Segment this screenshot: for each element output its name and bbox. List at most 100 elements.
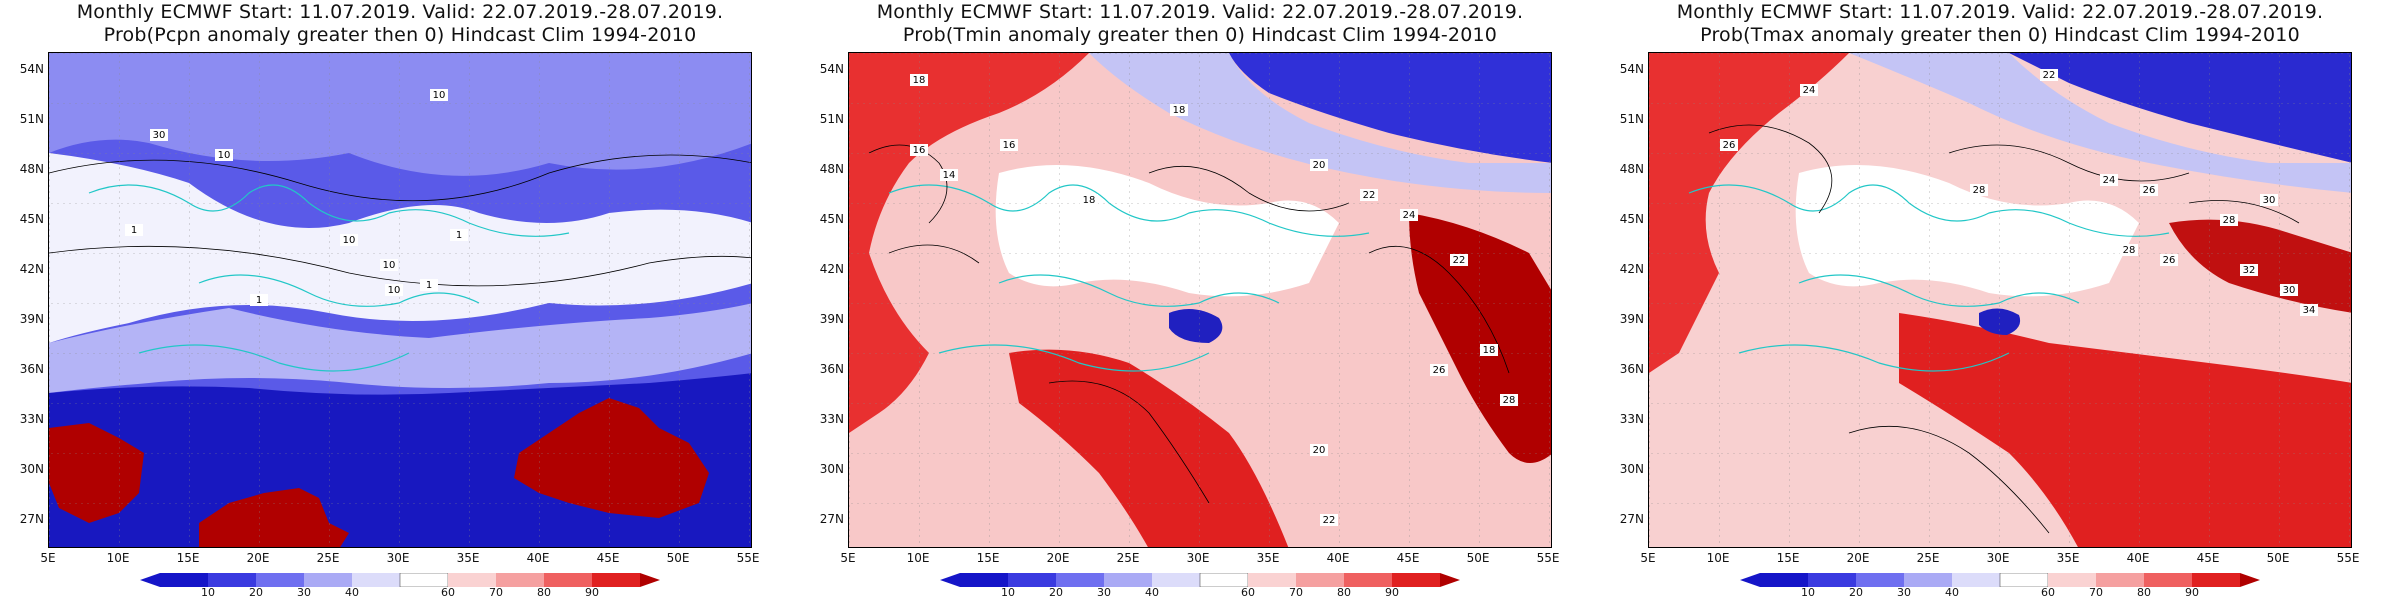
contour-label-bg [2300,304,2318,316]
lat-label: 36N [19,362,44,376]
contour-label: 18 [1483,345,1496,356]
lon-label: 20E [1846,551,1870,565]
colorbar-swatch [1296,573,1344,587]
lon-label: 10E [906,551,930,565]
colorbar-label: 30 [297,586,311,599]
contour-label: 14 [943,170,956,181]
contour-label: 30 [2263,195,2276,206]
contour-label-bg [1170,104,1188,116]
map-panel-precip: Monthly ECMWF Start: 11.07.2019. Valid: … [0,0,800,600]
colorbar-swatch [544,573,592,587]
contour-label-bg [250,294,268,306]
contour-label: 1 [256,295,262,306]
map-area: 18 18 16 14 16 18 20 22 24 22 18 28 26 20 22 [848,52,1552,548]
colorbar-swatch [448,573,496,587]
colorbar-label: 40 [1945,586,1959,599]
lat-label: 27N [819,512,844,526]
colorbar-label: 20 [249,586,263,599]
colorbar-swatch [1904,573,1952,587]
colorbar-label: 10 [1801,586,1815,599]
panel-title-line2: Prob(Pcpn anomaly greater then 0) Hindca… [103,24,697,46]
colorbar-swatch [160,573,208,587]
lat-label: 48N [19,162,44,176]
colorbar-label: 30 [1897,586,1911,599]
contour-label: 26 [2163,255,2176,266]
contour-label: 22 [1323,515,1336,526]
contour-label-bg [380,259,398,271]
colorbar-swatch [960,573,1008,587]
colorbar-swatch [2048,573,2096,587]
lat-label: 54N [819,62,844,76]
colorbar-strip [140,572,660,588]
lat-label: 39N [1619,312,1644,326]
contour-label: 22 [2043,70,2056,81]
panel-title-line1: Monthly ECMWF Start: 11.07.2019. Valid: … [876,1,1524,23]
colorbar-swatch [2192,573,2240,587]
lat-label: 42N [19,262,44,276]
contour-label: 28 [1973,185,1986,196]
lat-label: 30N [819,462,844,476]
contour-label-bg [1400,209,1418,221]
colorbar-label: 60 [2041,586,2055,599]
colorbar-arrow-left [1740,573,1760,587]
contour-label-bg [1430,364,1448,376]
colorbar-swatch [352,573,400,587]
lon-label: 50E [2266,551,2290,565]
lat-label: 51N [819,112,844,126]
contour-label: 20 [1313,445,1326,456]
lon-label: 40E [526,551,550,565]
colorbar-swatch [1199,572,1249,588]
colorbar-label: 70 [2089,586,2103,599]
colorbar-swatch [1952,573,2000,587]
map-panel-tmin: Monthly ECMWF Start: 11.07.2019. Valid: … [800,0,1600,600]
colorbar-swatch [496,573,544,587]
colorbar-label: 80 [2137,586,2151,599]
lat-label: 36N [1619,362,1644,376]
lon-label: 20E [246,551,270,565]
lon-label: 10E [106,551,130,565]
contour-label-bg [2280,284,2298,296]
lon-label: 35E [1256,551,1280,565]
colorbar-swatch [2096,573,2144,587]
lat-label: 39N [819,312,844,326]
contour-label-bg [2220,214,2238,226]
contour-label: 28 [2223,215,2236,226]
contour-label: 26 [1723,140,1736,151]
contour-label: 10 [388,285,401,296]
contour-label-bg [2260,194,2278,206]
contour-label: 16 [1003,140,1016,151]
colorbar-label: 90 [1385,586,1399,599]
colorbar-swatch [1392,573,1440,587]
lat-label: 45N [1619,212,1644,226]
colorbar-label: 70 [489,586,503,599]
lat-label: 54N [1619,62,1644,76]
contour-label: 30 [153,130,166,141]
lon-label: 5E [40,551,56,565]
colorbar-swatch [1808,573,1856,587]
lat-label: 51N [1619,112,1644,126]
contour-label: 10 [218,150,231,161]
contour-label-bg [1000,139,1018,151]
colorbar-arrow-right [2240,573,2260,587]
colorbar-strip [940,572,1460,588]
contour-label: 28 [2123,245,2136,256]
contour-label: 18 [1083,195,1096,206]
panel-title-line1: Monthly ECMWF Start: 11.07.2019. Valid: … [76,1,724,23]
contour-label-bg [1800,84,1818,96]
lon-label: 35E [456,551,480,565]
contour-label-bg [385,284,403,296]
colorbar-swatch [2144,573,2192,587]
lat-label: 48N [1619,162,1644,176]
contour-label-bg [2120,244,2138,256]
colorbar-strip [1740,572,2260,588]
contour-label-bg [2100,174,2118,186]
map-canvas: 22 24 26 28 24 26 30 28 32 30 34 26 28 [1649,53,2351,547]
panel-title-line2: Prob(Tmax anomaly greater then 0) Hindca… [1700,24,2300,46]
lat-label: 30N [1619,462,1644,476]
lon-label: 30E [386,551,410,565]
contour-label-bg [430,89,448,101]
contour-label: 26 [1433,365,1446,376]
colorbar-swatch [1008,573,1056,587]
contour-label-bg [2160,254,2178,266]
contour-label-bg [1320,514,1338,526]
